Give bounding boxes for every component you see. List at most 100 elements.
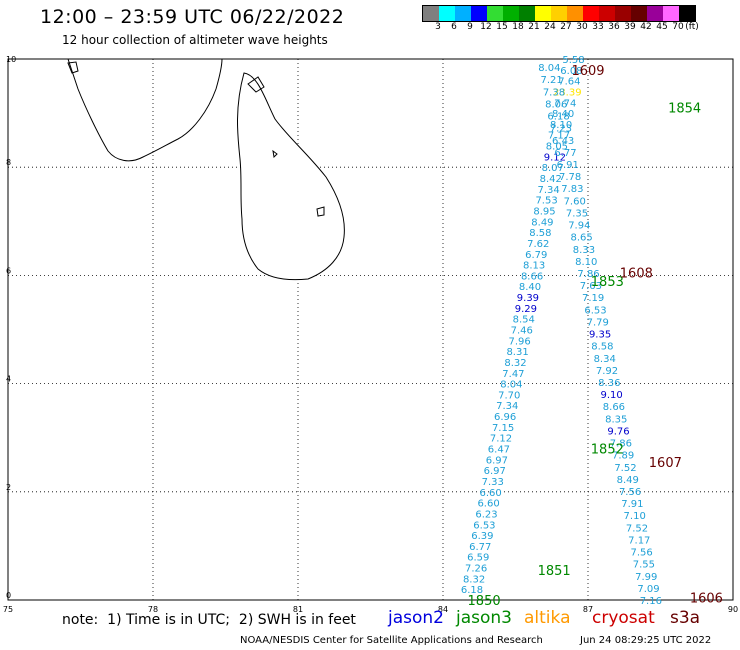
wave-height-value: 7.92 xyxy=(596,366,618,377)
x-tick-label: 87 xyxy=(583,605,593,614)
wave-height-value: 6.60 xyxy=(477,499,499,510)
altimeter-tracks: 6.188.327.266.596.776.396.536.236.606.60… xyxy=(461,55,662,607)
map-frame xyxy=(7,58,734,601)
pass-time-label: 1851 xyxy=(538,564,571,579)
map-grid xyxy=(8,59,733,600)
footer-note: note: 1) Time is in UTC; 2) SWH is in fe… xyxy=(62,612,356,628)
colorbar-swatch xyxy=(455,6,471,21)
colorbar-label: 24 xyxy=(544,22,556,32)
wave-height-value: 8.04 xyxy=(500,380,522,391)
wave-height-value: 7.62 xyxy=(527,239,549,250)
colorbar-label: 45 xyxy=(656,22,668,32)
wave-height-value: 9.12 xyxy=(544,152,566,163)
x-tick-label: 84 xyxy=(438,605,448,614)
wave-height-value: 7.17 xyxy=(548,131,570,142)
wave-height-value: 8.06 xyxy=(545,99,567,110)
wave-height-value: 7.60 xyxy=(564,196,586,207)
wave-height-value: 8.65 xyxy=(570,233,592,244)
wave-height-value: 7.89 xyxy=(612,451,634,462)
wave-height-value: 8.34 xyxy=(594,354,616,365)
wave-height-value: 7.91 xyxy=(621,499,643,510)
islet-outline xyxy=(272,149,278,159)
wave-height-value: 7.52 xyxy=(626,523,648,534)
wave-height-value: 7.53 xyxy=(535,196,557,207)
wave-height-value: 7.55 xyxy=(633,560,655,571)
colorbar-label: 12 xyxy=(480,22,492,32)
colorbar-label: 27 xyxy=(560,22,572,32)
wave-height-value: 23.39 xyxy=(553,87,582,98)
wave-height-value: 7.47 xyxy=(502,369,524,380)
x-tick-label: 81 xyxy=(293,605,303,614)
wave-height-value: 7.12 xyxy=(490,434,512,445)
wave-height-value: 8.07 xyxy=(542,163,564,174)
wave-height-value: 6.79 xyxy=(525,250,547,261)
wave-height-value: 7.99 xyxy=(635,572,657,583)
pass-time-label: 1606 xyxy=(690,591,723,606)
island-outline xyxy=(67,61,79,74)
colorbar-swatch xyxy=(535,6,551,21)
wave-height-value: 9.10 xyxy=(600,390,622,401)
wave-height-value: 8.49 xyxy=(617,475,639,486)
wave-height-value: 6.96 xyxy=(494,412,516,423)
wave-height-value: 7.16 xyxy=(640,596,662,607)
colorbar-swatch xyxy=(615,6,631,21)
wave-height-value: 8.36 xyxy=(598,378,620,389)
wave-height-colorbar xyxy=(422,5,696,22)
wave-height-value: 6.08 xyxy=(560,66,582,77)
wave-height-value: 7.78 xyxy=(559,172,581,183)
wave-height-value: 6.77 xyxy=(469,542,491,553)
wave-height-value: 8.32 xyxy=(463,574,485,585)
wave-height-value: 7.17 xyxy=(628,535,650,546)
colorbar-swatch xyxy=(679,6,695,21)
wave-height-value: 6.23 xyxy=(475,509,497,520)
pass-time-label: 1852 xyxy=(591,443,624,458)
colorbar-label: 15 xyxy=(496,22,508,32)
wave-height-value: 7.52 xyxy=(614,463,636,474)
colorbar-swatch xyxy=(599,6,615,21)
wave-height-value: 6.53 xyxy=(473,520,495,531)
colorbar-swatch xyxy=(551,6,567,21)
satellite-s3a: s3a xyxy=(670,608,701,628)
wave-height-value: 8.35 xyxy=(605,414,627,425)
land-outline xyxy=(67,58,345,281)
satellite-cryosat: cryosat xyxy=(592,608,655,628)
wave-height-value: 8.58 xyxy=(529,228,551,239)
wave-height-value: 8.04 xyxy=(538,63,560,74)
colorbar-swatch xyxy=(519,6,535,21)
wave-height-value: 7.63 xyxy=(580,281,602,292)
y-tick-labels: 0 2 4 6 8 10 xyxy=(6,55,16,600)
altimeter-map: 75 78 81 84 87 90 0 2 4 6 8 10 6.18 8.32 7.26 6.59 6.7… xyxy=(3,55,738,614)
wave-height-value: 8.66 xyxy=(521,271,543,282)
wave-height-value: 6.39 xyxy=(471,531,493,542)
wave-height-value: 8.40 xyxy=(519,282,541,293)
pass-time-label: 1607 xyxy=(649,456,682,471)
satellite-jason2: jason2 xyxy=(388,608,444,628)
wave-height-value: 7.26 xyxy=(465,564,487,575)
timestamp-text: Jun 24 08:29:25 UTC 2022 xyxy=(580,635,712,646)
colorbar-swatch xyxy=(471,6,487,21)
wave-height-value: 7.23 xyxy=(550,124,572,135)
colorbar-label: 33 xyxy=(592,22,604,32)
colorbar-swatch xyxy=(663,6,679,21)
wave-height-value: 6.18 xyxy=(461,585,483,596)
wave-height-value: 7.35 xyxy=(566,208,588,219)
colorbar-swatch xyxy=(503,6,519,21)
wave-height-value: 6.59 xyxy=(467,553,489,564)
colorbar-label: 6 xyxy=(451,22,457,32)
x-tick-labels: 75 78 81 84 87 90 xyxy=(3,605,738,614)
wave-height-value: 8.49 xyxy=(531,217,553,228)
wave-height-value: 8.10 xyxy=(550,120,572,131)
y-tick-label: 2 xyxy=(6,483,11,492)
colorbar-label: 39 xyxy=(624,22,636,32)
wave-height-value: 7.34 xyxy=(496,401,518,412)
wave-height-value: 8.95 xyxy=(533,206,555,217)
colorbar-labels: 3 6 9 12 15 18 21 24 27 30 33 36 39 42 45 70 (ft) xyxy=(422,0,732,40)
colorbar-label: 18 xyxy=(512,22,524,32)
colorbar-label: 36 xyxy=(608,22,620,32)
wave-height-value: 6.18 xyxy=(547,112,569,123)
colorbar-swatch xyxy=(567,6,583,21)
y-tick-label: 4 xyxy=(6,375,11,384)
wave-height-value: 6.53 xyxy=(584,305,606,316)
wave-height-value: 8.31 xyxy=(506,347,528,358)
wave-height-value: 7.09 xyxy=(637,584,659,595)
